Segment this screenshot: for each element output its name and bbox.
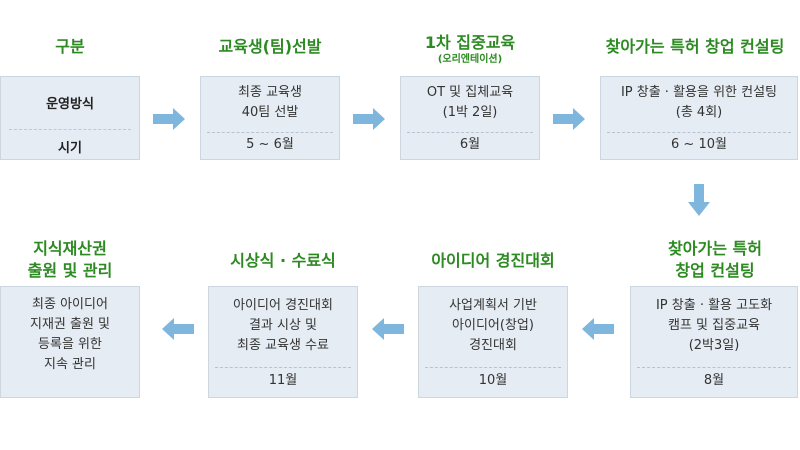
step-5-desc-line: 사업계획서 기반	[449, 298, 537, 313]
legend-divider	[9, 129, 131, 130]
step-2-title: 1차 집중교육 (오리엔테이션)	[400, 32, 540, 66]
step-6-desc: 아이디어 경진대회 결과 시상 및 최종 교육생 수료	[209, 287, 357, 365]
arrow-left-icon	[372, 318, 404, 340]
step-2-box: OT 및 집체교육 (1박 2일) 6월	[400, 76, 540, 160]
step-6-desc-line: 최종 교육생 수료	[237, 338, 329, 353]
step-3-desc: IP 창출 · 활용을 위한 컨설팅 (총 4회)	[601, 77, 797, 129]
step-1-desc: 최종 교육생 40팀 선발	[201, 77, 339, 129]
arrow-right-icon	[553, 108, 585, 130]
legend-title: 구분	[55, 37, 85, 56]
step-2-desc-line: OT 및 집체교육	[426, 85, 514, 100]
step-7-desc-line: 지재권 출원 및	[29, 317, 111, 332]
step-2-desc: OT 및 집체교육 (1박 2일)	[401, 77, 539, 129]
step-5-desc: 사업계획서 기반 아이디어(창업) 경진대회	[419, 287, 567, 365]
step-2-title-main: 1차 집중교육	[424, 33, 516, 52]
step-5-divider	[425, 367, 561, 368]
step-4-desc-line: 캠프 및 집중교육	[668, 318, 760, 333]
step-6-title: 시상식 · 수료식	[230, 251, 336, 270]
step-4-desc: IP 창출 · 활용 고도화 캠프 및 집중교육 (2박3일)	[631, 287, 797, 365]
step-4-title-line: 창업 컨설팅	[675, 261, 755, 280]
step-7-box: 최종 아이디어 지재권 출원 및 등록을 위한 지속 관리	[0, 286, 140, 398]
step-3-desc-line: IP 창출 · 활용을 위한 컨설팅	[620, 85, 778, 100]
arrow-left-icon	[162, 318, 194, 340]
step-3-box: IP 창출 · 활용을 위한 컨설팅 (총 4회) 6 ~ 10월	[600, 76, 798, 160]
step-6-divider	[215, 367, 351, 368]
step-5-desc-line: 아이디어(창업)	[452, 318, 534, 333]
step-7-desc: 최종 아이디어 지재권 출원 및 등록을 위한 지속 관리	[1, 287, 139, 383]
arrow-down-icon	[688, 184, 710, 216]
step-1-divider	[207, 132, 333, 133]
legend-row-period: 시기	[58, 141, 82, 156]
step-7-title-line: 출원 및 관리	[27, 261, 113, 280]
step-7-title-line: 지식재산권	[33, 239, 107, 258]
step-5-desc-line: 경진대회	[469, 338, 517, 353]
step-5-box: 사업계획서 기반 아이디어(창업) 경진대회 10월	[418, 286, 568, 398]
step-7-title: 지식재산권 출원 및 관리	[0, 238, 140, 282]
step-1-box: 최종 교육생 40팀 선발 5 ~ 6월	[200, 76, 340, 160]
step-7-desc-line: 등록을 위한	[38, 337, 102, 352]
step-5-time: 10월	[478, 373, 508, 388]
step-2-desc-line: (1박 2일)	[442, 105, 498, 120]
step-6-time: 11월	[268, 373, 298, 388]
step-6-box: 아이디어 경진대회 결과 시상 및 최종 교육생 수료 11월	[208, 286, 358, 398]
step-3-title: 찾아가는 특허 창업 컨설팅	[605, 37, 785, 56]
step-1-desc-line: 40팀 선발	[241, 105, 299, 120]
step-6-desc-line: 아이디어 경진대회	[233, 298, 333, 313]
arrow-right-icon	[153, 108, 185, 130]
step-4-divider	[637, 367, 791, 368]
step-2-time: 6월	[459, 137, 481, 152]
step-1-title: 교육생(팀)선발	[218, 37, 322, 56]
step-4-desc-line: (2박3일)	[688, 338, 740, 353]
step-2-subtitle: (오리엔테이션)	[437, 54, 503, 65]
step-7-desc-line: 최종 아이디어	[32, 297, 108, 312]
step-3-time: 6 ~ 10월	[671, 137, 727, 152]
step-3-desc-line: (총 4회)	[675, 105, 723, 120]
step-4-title-line: 찾아가는 특허	[668, 239, 762, 258]
legend-box: 운영방식 시기	[0, 76, 140, 160]
step-7-desc-line: 지속 관리	[44, 357, 96, 372]
step-1-time: 5 ~ 6월	[246, 137, 294, 152]
step-1-desc-line: 최종 교육생	[238, 85, 302, 100]
arrow-right-icon	[353, 108, 385, 130]
legend-row-method: 운영방식	[46, 97, 94, 112]
step-4-desc-line: IP 창출 · 활용 고도화	[655, 298, 773, 313]
step-4-time: 8월	[703, 373, 725, 388]
step-5-title: 아이디어 경진대회	[431, 251, 555, 270]
step-4-title: 찾아가는 특허 창업 컨설팅	[630, 238, 800, 282]
step-4-box: IP 창출 · 활용 고도화 캠프 및 집중교육 (2박3일) 8월	[630, 286, 798, 398]
step-3-divider	[607, 132, 791, 133]
step-6-desc-line: 결과 시상 및	[248, 318, 318, 333]
step-2-divider	[407, 132, 533, 133]
arrow-left-icon	[582, 318, 614, 340]
